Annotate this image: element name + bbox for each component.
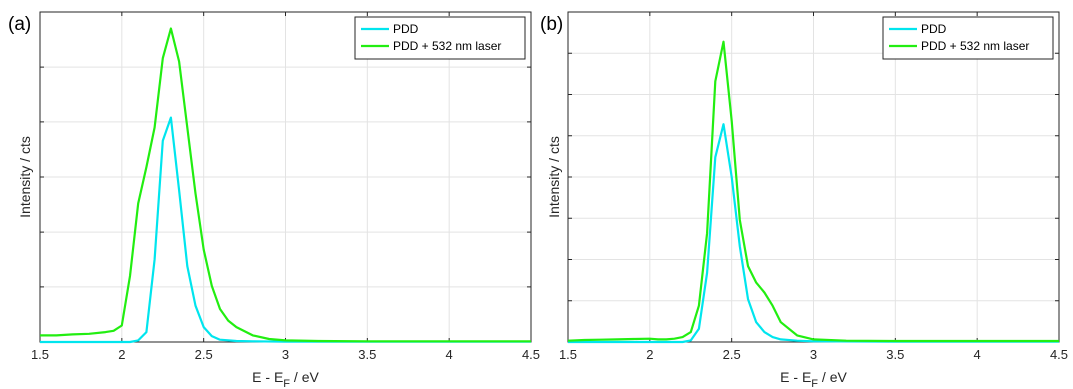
series-line-pdd-laser	[40, 27, 531, 343]
y-axis-label: Intensity / cts	[17, 136, 33, 218]
x-tick-label: 1.5	[31, 347, 49, 362]
legend-entry-pdd-laser: PDD + 532 nm laser	[393, 39, 501, 53]
legend-entry-pdd: PDD	[921, 22, 947, 36]
chart-panel-a: 1.5 2 2.5 3 3.5 4 4.5 E - EF / eV Intensity / ct…	[8, 11, 540, 389]
x-axis-label-unit: / eV	[818, 369, 847, 385]
x-axis-label-main: E - E	[780, 369, 811, 385]
x-tick-label: 4	[446, 347, 453, 362]
x-tick-label: 2.5	[195, 347, 213, 362]
x-tick-label: 2	[118, 347, 125, 362]
y-axis-label: Intensity / cts	[546, 136, 562, 218]
x-axis-label-main: E - E	[252, 369, 283, 385]
series-line-pdd	[40, 116, 531, 344]
x-tick-label: 2	[646, 347, 653, 362]
x-axis-label: E - EF / eV	[252, 369, 319, 389]
chart-panel-b: 1.5 2 2.5 3 3.5 4 4.5 E - EF / eV Intensity / ct…	[540, 11, 1068, 389]
x-axis-label-unit: / eV	[290, 369, 319, 385]
x-tick-label: 4	[974, 347, 981, 362]
legend-box	[882, 16, 1054, 60]
x-tick-label: 2.5	[723, 347, 741, 362]
x-tick-label: 3.5	[886, 347, 904, 362]
x-axis-label: E - EF / eV	[780, 369, 847, 389]
legend-box	[354, 16, 526, 60]
x-tick-label: 1.5	[559, 347, 577, 362]
x-tick-label: 3.5	[358, 347, 376, 362]
series-line-pdd-laser	[567, 40, 1059, 343]
panel-label: (a)	[8, 14, 31, 35]
panel-label: (b)	[540, 14, 563, 35]
legend-entry-pdd: PDD	[393, 22, 419, 36]
legend-entry-pdd-laser: PDD + 532 nm laser	[921, 39, 1029, 53]
x-tick-label: 3	[810, 347, 817, 362]
x-axis-label-subscript: F	[811, 378, 818, 389]
legend: PDD PDD + 532 nm laser	[354, 16, 526, 60]
x-tick-label: 3	[282, 347, 289, 362]
x-tick-label: 4.5	[522, 347, 540, 362]
series-line-pdd	[568, 123, 1059, 344]
x-tick-label: 4.5	[1050, 347, 1068, 362]
x-axis-label-subscript: F	[283, 378, 290, 389]
legend: PDD PDD + 532 nm laser	[882, 16, 1054, 60]
